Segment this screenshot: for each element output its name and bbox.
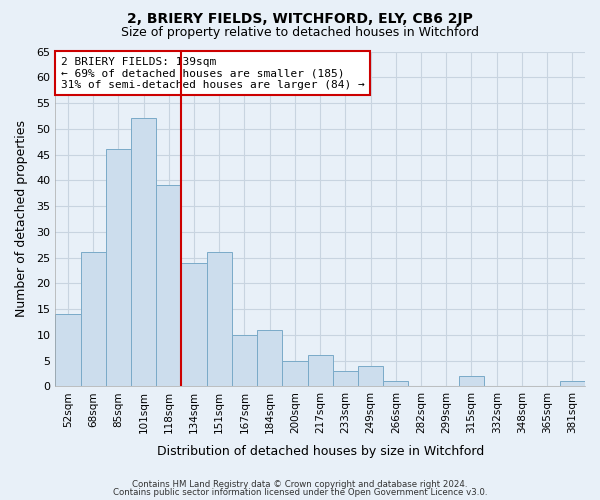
Text: 2 BRIERY FIELDS: 139sqm
← 69% of detached houses are smaller (185)
31% of semi-d: 2 BRIERY FIELDS: 139sqm ← 69% of detache… [61,56,364,90]
Bar [308,356,333,386]
Text: Size of property relative to detached houses in Witchford: Size of property relative to detached ho… [121,26,479,39]
Bar [80,252,106,386]
Y-axis label: Number of detached properties: Number of detached properties [15,120,28,318]
Bar [131,118,156,386]
X-axis label: Distribution of detached houses by size in Witchford: Distribution of detached houses by size … [157,444,484,458]
Bar [232,335,257,386]
Bar [283,360,308,386]
Bar [459,376,484,386]
Bar [358,366,383,386]
Bar [257,330,283,386]
Bar [181,262,206,386]
Bar [333,371,358,386]
Bar [206,252,232,386]
Bar [560,382,585,386]
Text: Contains public sector information licensed under the Open Government Licence v3: Contains public sector information licen… [113,488,487,497]
Bar [156,186,181,386]
Text: 2, BRIERY FIELDS, WITCHFORD, ELY, CB6 2JP: 2, BRIERY FIELDS, WITCHFORD, ELY, CB6 2J… [127,12,473,26]
Bar [106,150,131,386]
Bar [55,314,80,386]
Bar [383,382,409,386]
Text: Contains HM Land Registry data © Crown copyright and database right 2024.: Contains HM Land Registry data © Crown c… [132,480,468,489]
